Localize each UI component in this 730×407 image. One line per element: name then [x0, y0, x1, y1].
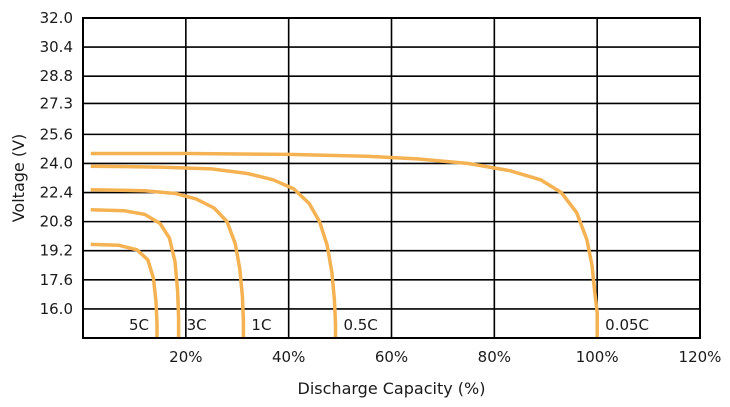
y-tick-label: 25.6	[40, 125, 73, 143]
y-axis-label: Voltage (V)	[9, 134, 28, 223]
x-axis-label: Discharge Capacity (%)	[298, 379, 486, 398]
series-label: 3C	[187, 316, 207, 334]
grid	[83, 17, 700, 338]
y-tick-label: 22.4	[40, 184, 73, 202]
series-label: 0.05C	[605, 316, 649, 334]
series-line-3c	[90, 208, 181, 338]
x-tick-label: 80%	[478, 348, 511, 366]
x-tick-label: 40%	[272, 348, 305, 366]
y-tick-label: 28.8	[40, 67, 73, 85]
series-line-0-05c	[90, 151, 599, 338]
series-lines	[90, 151, 599, 338]
y-tick-label: 16.0	[40, 300, 73, 318]
y-tick-label: 30.4	[40, 38, 73, 56]
series-line-0-5c	[90, 164, 338, 338]
y-tick-label: 27.3	[40, 94, 73, 112]
series-line-1c	[90, 188, 246, 338]
series-labels: 0.05C 0.5C 1C 3C 5C	[129, 316, 649, 334]
y-tick-labels: 32.0 30.4 28.8 27.3 25.6 24.0 22.4 20.8 19.2 17.6…	[40, 9, 73, 318]
x-tick-labels: 20% 40% 60% 80% 100% 120%	[169, 348, 721, 366]
series-line-5c	[90, 242, 159, 338]
y-tick-label: 20.8	[40, 213, 73, 231]
y-tick-label: 17.6	[40, 271, 73, 289]
x-tick-label: 120%	[679, 348, 722, 366]
y-tick-label: 24.0	[40, 154, 73, 172]
series-label: 5C	[129, 316, 149, 334]
y-tick-label: 32.0	[40, 9, 73, 27]
x-tick-label: 20%	[169, 348, 202, 366]
x-tick-label: 100%	[576, 348, 619, 366]
y-tick-label: 19.2	[40, 242, 73, 260]
series-label: 0.5C	[343, 316, 377, 334]
plot-frame	[82, 17, 701, 339]
series-label: 1C	[251, 316, 271, 334]
x-tick-label: 60%	[375, 348, 408, 366]
